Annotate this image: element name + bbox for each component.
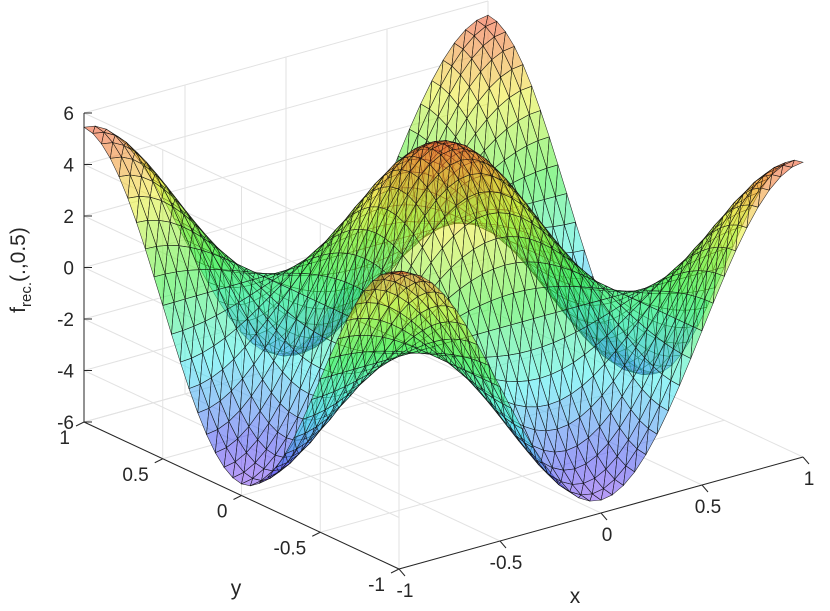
z-label-sub: rec. — [18, 282, 35, 307]
z-axis-label: frec.(.,0.5) — [7, 227, 35, 313]
z-tick-label: 4 — [63, 156, 74, 177]
z-tick-label: 0 — [63, 259, 74, 280]
y-tick — [233, 495, 242, 500]
x-axis-label: x — [570, 585, 581, 608]
x-tick — [398, 568, 406, 577]
z-tick-label: -4 — [57, 362, 74, 383]
surface-mesh — [83, 14, 804, 502]
z-tick-label: -2 — [57, 310, 74, 331]
z-label-main: f — [7, 307, 30, 313]
z-tick-label: -6 — [57, 413, 74, 434]
x-tick-label: 1 — [804, 469, 815, 490]
y-axis-label: y — [231, 577, 242, 600]
y-tick-label: 1 — [59, 428, 70, 449]
y-tick-label: 0 — [217, 502, 228, 523]
z-tick-label: 6 — [63, 104, 74, 125]
x-tick-label: -0.5 — [490, 553, 523, 574]
x-tick — [802, 456, 810, 465]
gridline — [320, 419, 725, 533]
y-tick-label: -1 — [368, 575, 385, 596]
surface-facet — [791, 159, 804, 168]
x-tick-label: 0 — [602, 525, 613, 546]
y-tick-label: 0.5 — [122, 465, 148, 486]
z-label-suffix: (.,0.5) — [7, 227, 30, 282]
x-tick — [701, 484, 709, 493]
y-tick — [154, 458, 163, 464]
x-tick-label: 0.5 — [695, 497, 721, 518]
axes — [75, 112, 810, 577]
y-tick — [75, 421, 85, 427]
y-tick — [312, 531, 321, 537]
z-tick-label: 2 — [63, 207, 74, 228]
x-tick — [600, 512, 608, 521]
y-tick — [390, 568, 400, 574]
x-tick — [499, 540, 507, 549]
y-tick-label: -0.5 — [274, 538, 307, 559]
x-tick-label: -1 — [397, 581, 414, 602]
